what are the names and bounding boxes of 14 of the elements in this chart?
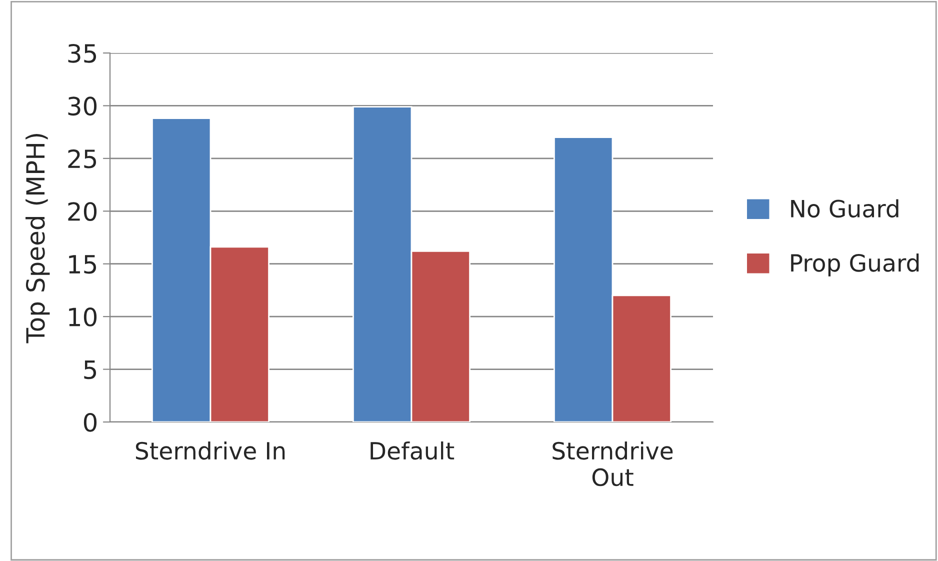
y-tick-label: 25 [68, 149, 96, 168]
x-tick-label: Default [370, 441, 454, 460]
y-tick-label: 10 [69, 308, 97, 326]
y-axis-title: Top Speed (MPH) [26, 134, 50, 344]
y-tick-label: 20 [68, 202, 97, 221]
y-tick-label: 0 [84, 412, 97, 432]
x-tick-label: Sterndrive Out [552, 441, 673, 486]
y-tick-label: 30 [68, 96, 97, 116]
y-tick-label: 15 [69, 255, 96, 274]
legend-label: Prop Guard [791, 254, 919, 276]
y-tick-label: 5 [84, 360, 96, 380]
legend-label: No Guard [791, 199, 898, 218]
x-tick-label: Sterndrive In [136, 441, 285, 460]
y-tick-label: 35 [68, 44, 96, 63]
